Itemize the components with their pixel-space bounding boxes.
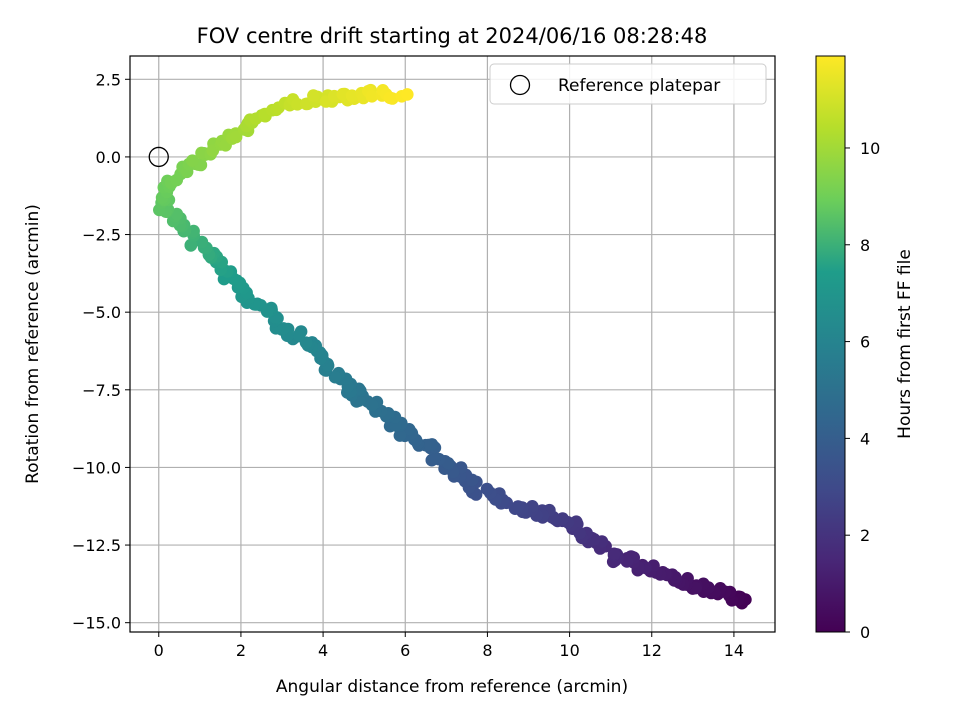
legend: Reference platepar	[489, 63, 767, 105]
plot-frame	[129, 55, 776, 633]
y-tick-label: −2.5	[82, 226, 121, 245]
y-axis-ticks: 2.5 0.0 −2.5 −5.0 −7.5 −10.0 −12.5 −15.0	[72, 70, 130, 633]
y-tick-label: −12.5	[72, 536, 121, 555]
data-point	[480, 482, 494, 496]
data-point	[184, 238, 198, 252]
x-tick-label: 12	[642, 641, 662, 660]
data-point	[229, 130, 243, 144]
data-point	[345, 89, 359, 102]
data-point	[328, 370, 342, 384]
legend-marker-reference	[509, 74, 531, 96]
y-tick-label: −7.5	[82, 381, 121, 400]
y-tick-label: −15.0	[72, 614, 121, 633]
data-point	[186, 154, 199, 167]
legend-box	[489, 63, 767, 105]
colorbar-ticks: 0 2 4 6 8 10	[845, 139, 880, 642]
x-tick-label: 0	[154, 641, 164, 660]
data-point	[428, 451, 442, 464]
colorbar-tick-label: 8	[860, 236, 870, 255]
data-point	[292, 328, 306, 342]
data-point	[383, 91, 397, 105]
x-tick-label: 4	[318, 641, 328, 660]
colorbar-label: Hours from first FF file	[895, 249, 915, 439]
colorbar-tick-label: 0	[860, 623, 870, 642]
y-axis-label: Rotation from reference (arcmin)	[23, 204, 43, 484]
x-axis-ticks: 0 2 4 6 8 10 12 14	[154, 632, 744, 660]
colorbar-bar	[815, 55, 846, 633]
data-point	[393, 429, 407, 442]
colorbar-tick-label: 2	[860, 526, 870, 545]
data-point	[401, 88, 414, 101]
y-tick-label: 0.0	[96, 148, 121, 167]
colorbar: 0 2 4 6 8 10 Hours from first FF file	[815, 55, 915, 642]
y-tick-label: −10.0	[72, 458, 121, 477]
data-point	[307, 89, 320, 102]
y-tick-label: 2.5	[96, 70, 121, 89]
x-tick-label: 8	[482, 641, 492, 660]
x-tick-label: 10	[559, 641, 579, 660]
x-tick-label: 14	[724, 641, 744, 660]
colorbar-tick-label: 6	[860, 333, 870, 352]
reference-marker-layer	[148, 146, 169, 168]
data-points	[153, 83, 752, 610]
colorbar-tick-label: 4	[860, 429, 870, 448]
data-point	[607, 547, 621, 561]
x-tick-label: 6	[400, 641, 410, 660]
legend-label-reference: Reference platepar	[558, 76, 720, 96]
chart-title: FOV centre drift starting at 2024/06/16 …	[197, 24, 708, 48]
colorbar-tick-label: 10	[860, 139, 880, 158]
data-point	[299, 97, 313, 111]
reference-platepar-marker	[148, 146, 169, 168]
data-point	[365, 90, 379, 103]
x-tick-label: 2	[236, 641, 246, 660]
data-point	[365, 398, 379, 412]
x-axis-label: Angular distance from reference (arcmin)	[276, 677, 628, 697]
y-tick-label: −5.0	[82, 303, 121, 322]
